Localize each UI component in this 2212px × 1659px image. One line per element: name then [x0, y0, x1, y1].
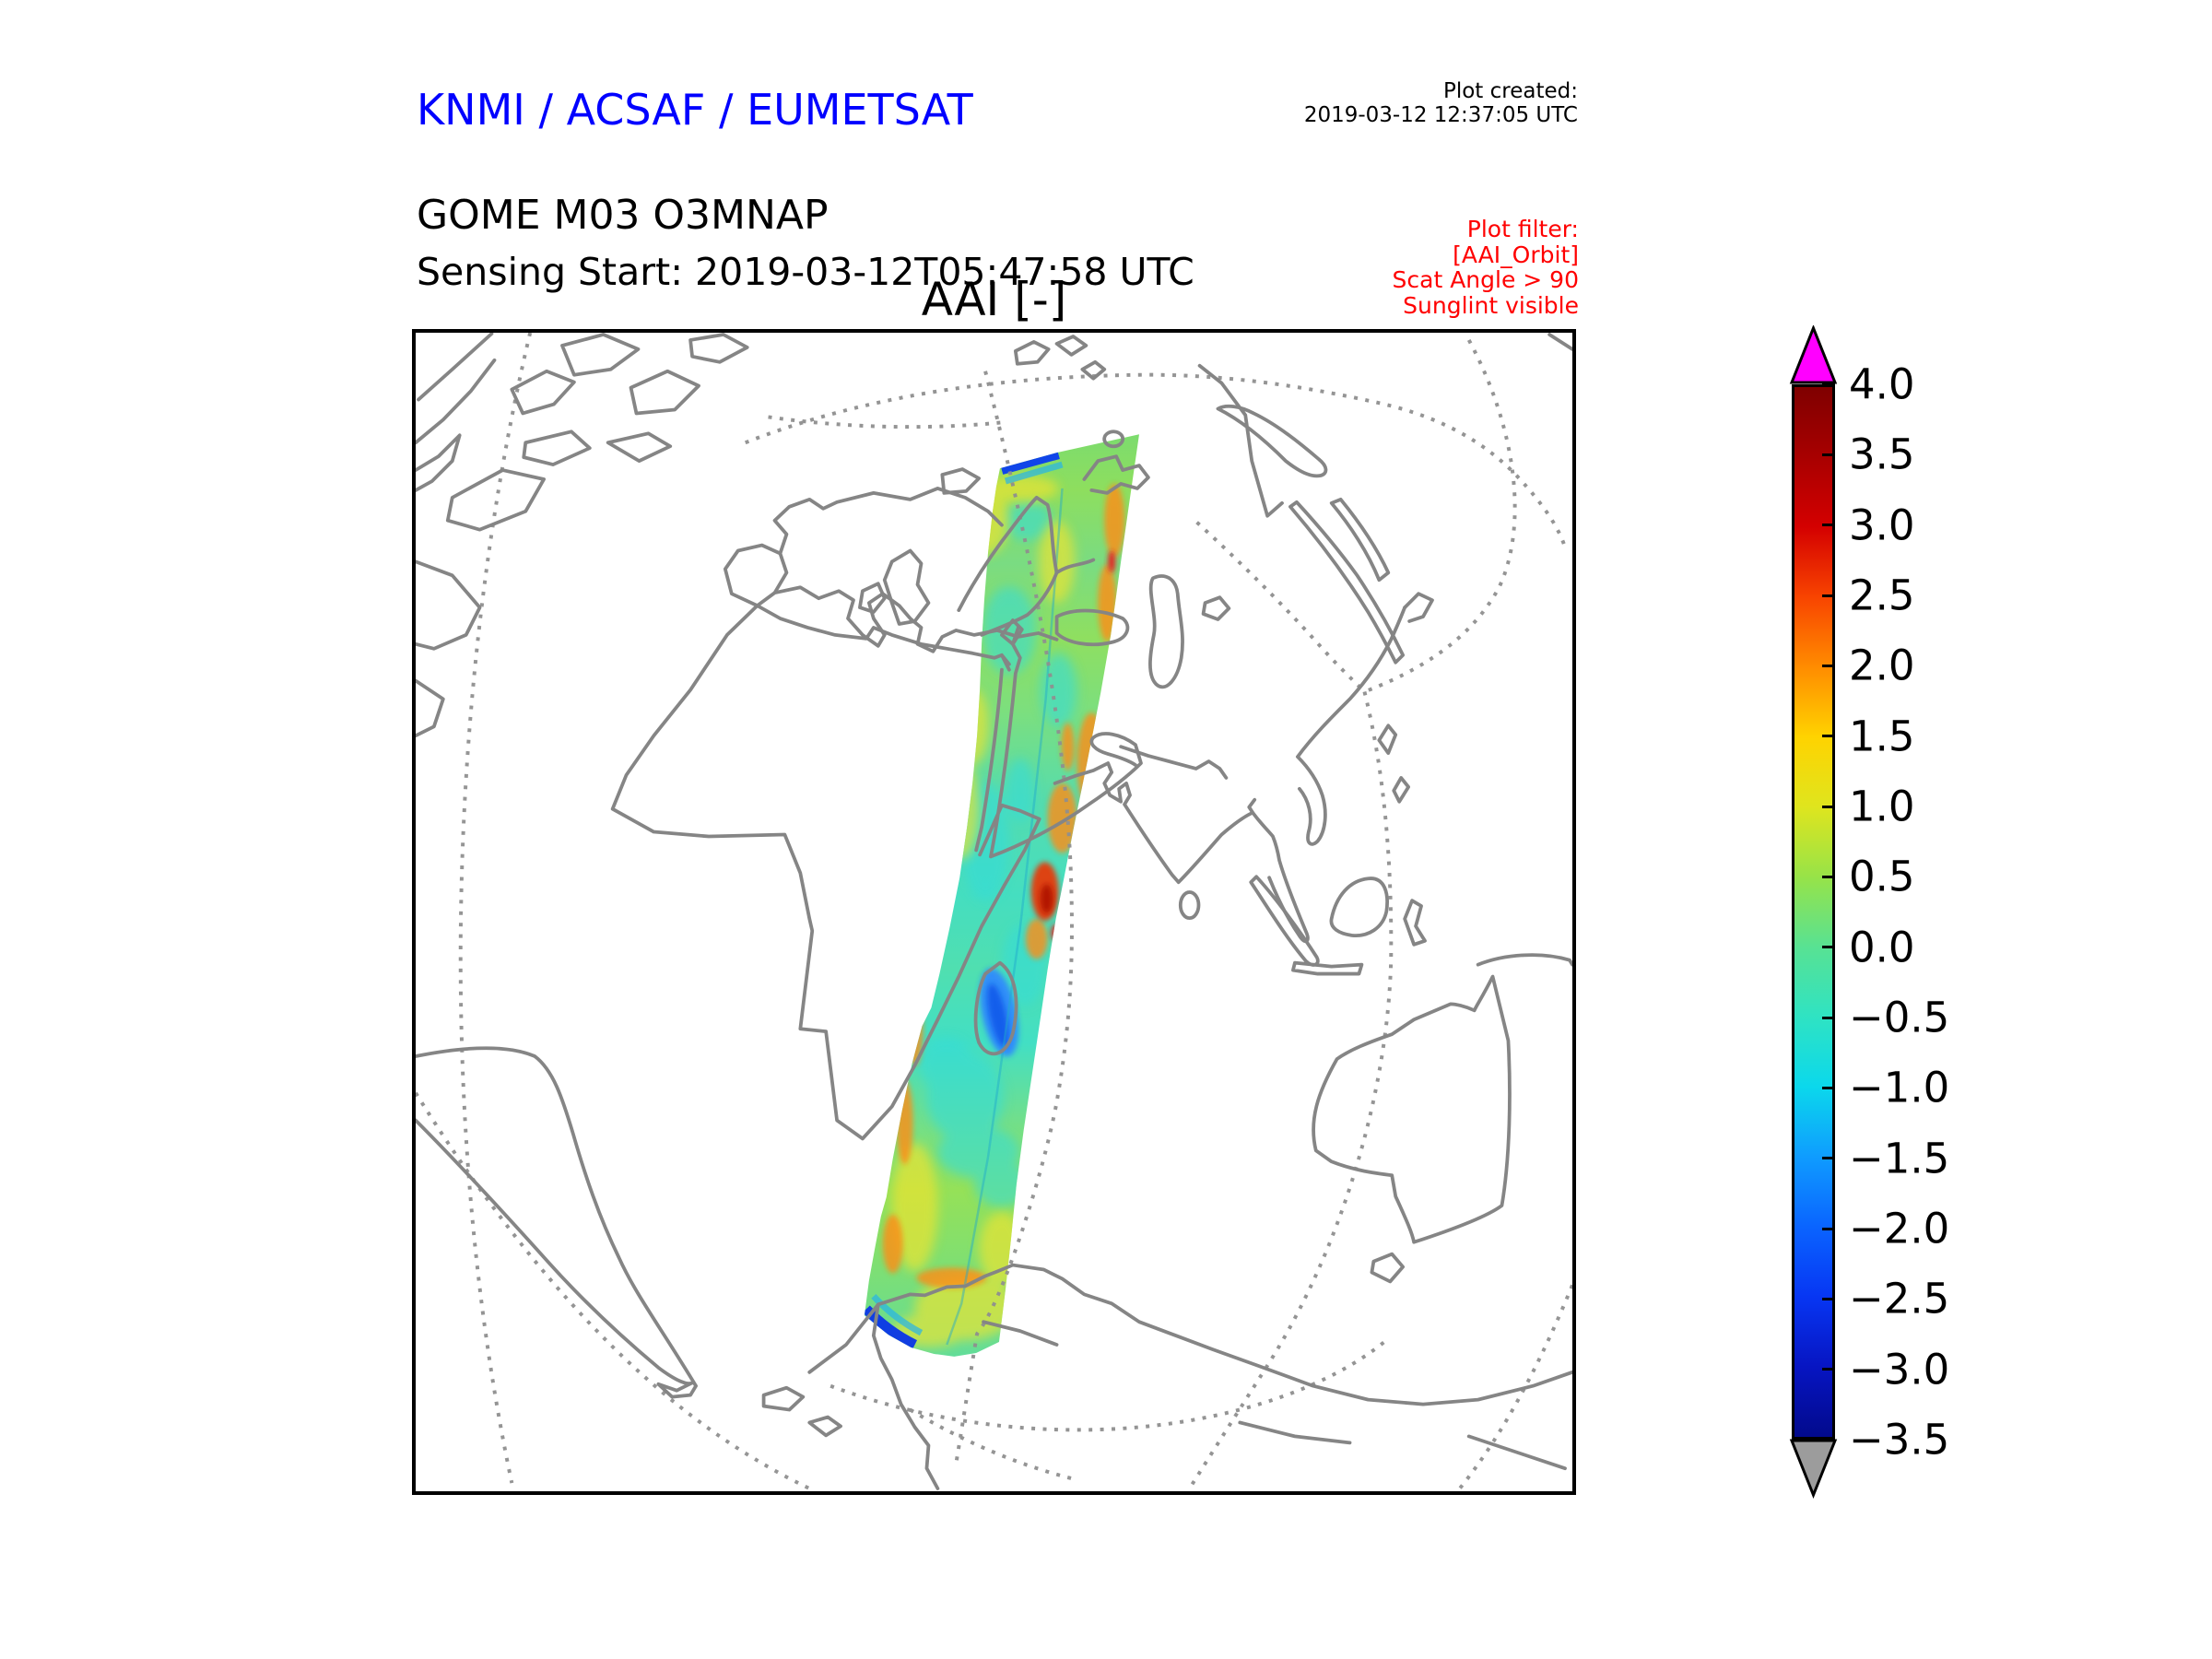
colorbar-tick-mark — [1822, 524, 1835, 527]
colorbar-tick-label: −3.5 — [1849, 1415, 1950, 1465]
colorbar-tick-mark — [1822, 1016, 1835, 1019]
map-canvas — [416, 333, 1572, 1490]
colorbar-tick-mark — [1822, 1438, 1835, 1441]
organization-title: KNMI / ACSAF / EUMETSAT — [417, 85, 973, 135]
colorbar-tick-label: 3.0 — [1849, 500, 1915, 550]
colorbar-tick-label: 3.5 — [1849, 429, 1915, 479]
colorbar-tick-label: 1.0 — [1849, 782, 1915, 831]
coastlines — [416, 333, 1572, 1490]
graticule — [416, 333, 1572, 1490]
colorbar-tick-mark — [1822, 1227, 1835, 1230]
plot-created-timestamp: 2019-03-12 12:37:05 UTC — [1303, 103, 1578, 127]
swath-madagascar-blue — [979, 968, 1019, 1057]
colorbar-over-arrow — [1789, 325, 1838, 384]
plot-title: AAI [-] — [921, 273, 1067, 326]
plot-created-block: Plot created: 2019-03-12 12:37:05 UTC — [1304, 79, 1578, 127]
colorbar-tick-mark — [1822, 1086, 1835, 1089]
colorbar-tick-label: 0.0 — [1849, 923, 1915, 972]
colorbar-tick-label: 0.5 — [1849, 852, 1915, 901]
map-plot-area — [412, 329, 1576, 1495]
product-title: GOME M03 O3MNAP — [417, 192, 829, 239]
filter-line: [AAI_Orbit] — [1453, 241, 1579, 268]
colorbar-tick-mark — [1822, 1297, 1835, 1300]
colorbar-tick-label: −1.0 — [1849, 1063, 1950, 1112]
colorbar-tick-label: −2.0 — [1849, 1204, 1950, 1253]
colorbar-tick-mark — [1822, 594, 1835, 597]
colorbar-tick-mark — [1822, 946, 1835, 949]
colorbar-tick-mark — [1822, 875, 1835, 878]
colorbar-tick-label: 1.5 — [1849, 712, 1915, 761]
colorbar-tick-mark — [1822, 1157, 1835, 1160]
colorbar-tick-mark — [1822, 664, 1835, 667]
filter-line: Sunglint visible — [1403, 291, 1579, 319]
colorbar-tick-label: 4.0 — [1849, 359, 1915, 409]
filter-line: Plot filter: — [1466, 216, 1579, 242]
satellite-swath — [864, 434, 1139, 1357]
colorbar-tick-label: −3.0 — [1849, 1345, 1950, 1394]
colorbar — [1792, 384, 1835, 1440]
plot-filter-note: Plot filter: [AAI_Orbit] Scat Angle > 90… — [1393, 217, 1579, 318]
colorbar-tick-mark — [1822, 805, 1835, 808]
filter-line: Scat Angle > 90 — [1392, 266, 1579, 293]
colorbar-under-arrow — [1789, 1439, 1838, 1499]
colorbar-tick-label: 2.5 — [1849, 571, 1915, 620]
colorbar-tick-label: −0.5 — [1849, 993, 1950, 1042]
colorbar-tick-mark — [1822, 735, 1835, 738]
colorbar-tick-mark — [1822, 1368, 1835, 1371]
colorbar-tick-label: −1.5 — [1849, 1134, 1950, 1183]
sensing-start-label: Sensing Start: 2019-03-12T05:47:58 UTC — [417, 250, 1194, 294]
colorbar-tick-label: −2.5 — [1849, 1274, 1950, 1324]
plot-created-label: Plot created: — [1442, 79, 1578, 103]
colorbar-tick-mark — [1822, 453, 1835, 456]
colorbar-tick-label: 2.0 — [1849, 641, 1915, 690]
colorbar-tick-mark — [1822, 382, 1835, 386]
